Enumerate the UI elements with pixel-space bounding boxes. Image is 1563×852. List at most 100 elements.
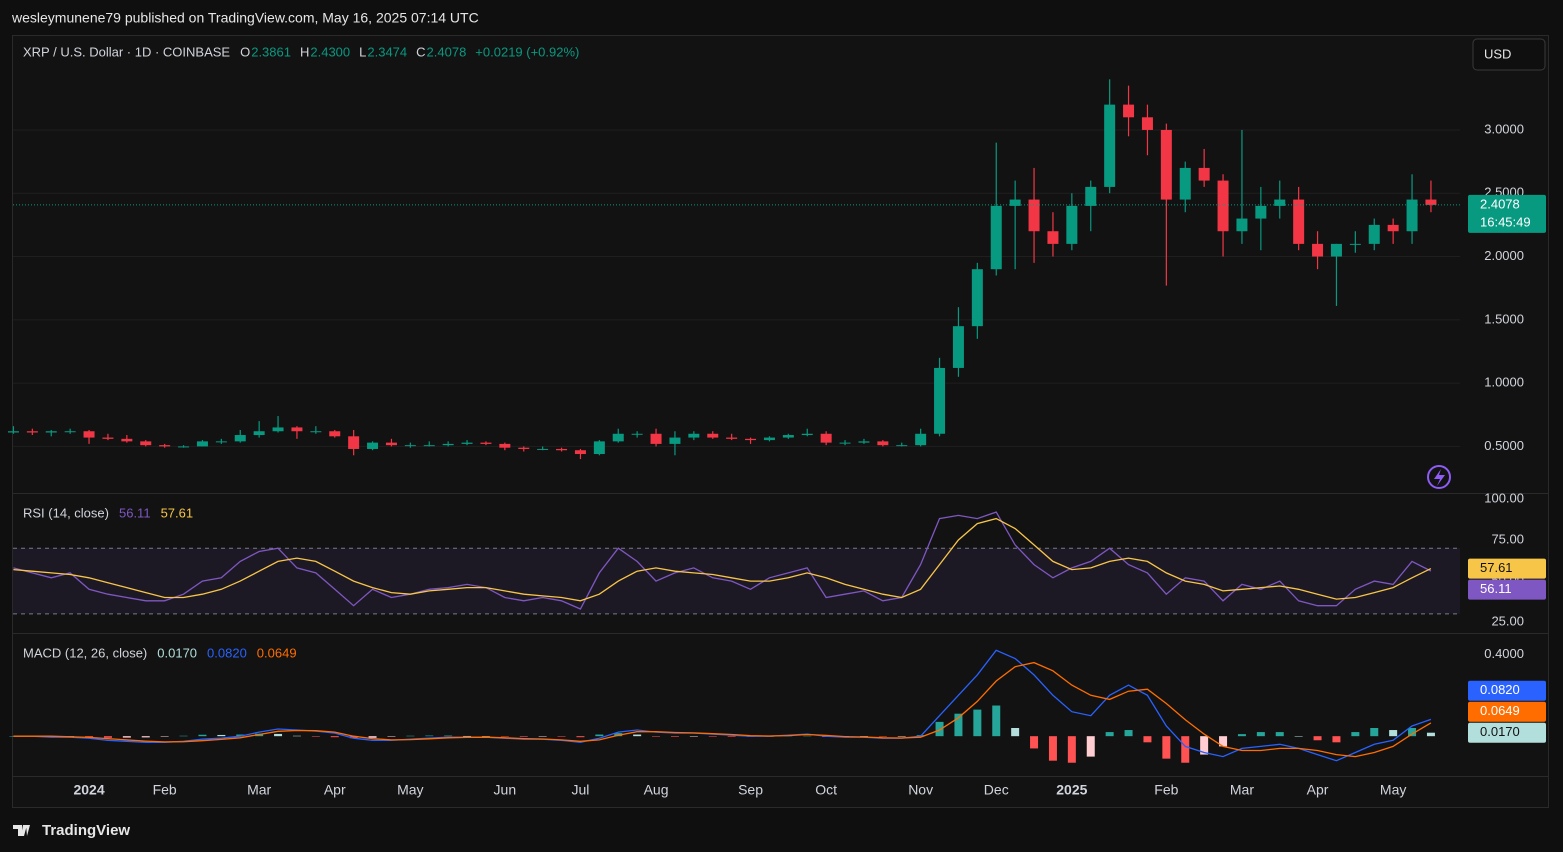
ohlc-key: C	[416, 44, 425, 59]
candle-body	[934, 367, 946, 434]
macd-histogram-bar	[1124, 730, 1133, 737]
ohlc-value: 2.4078	[427, 44, 467, 59]
candle-body	[272, 427, 284, 432]
currency-label: USD	[1484, 46, 1511, 61]
last-price-label: 2.4078	[1480, 196, 1520, 211]
candle-body	[556, 448, 568, 451]
y-tick-label: 0.5000	[1484, 438, 1524, 453]
candle-body	[1179, 167, 1191, 200]
candle-body	[461, 442, 473, 444]
y-tick-label: 75.00	[1491, 531, 1524, 546]
macd-histogram-bar	[1237, 734, 1246, 737]
candle-body	[1047, 231, 1059, 244]
lightning-icon	[1427, 465, 1451, 489]
y-tick-label: 100.00	[1484, 490, 1524, 505]
macd-histogram-bar	[538, 736, 547, 737]
candle-body	[971, 269, 983, 327]
x-tick-label: May	[397, 782, 423, 798]
candle-body	[763, 437, 775, 441]
candle-body	[1425, 199, 1437, 205]
currency-button[interactable]	[1472, 38, 1546, 71]
candle-body	[1349, 243, 1361, 245]
macd-histogram-bar	[1011, 728, 1020, 737]
candle-body	[1009, 199, 1021, 206]
candle-body	[1274, 199, 1286, 206]
countdown-label: 16:45:49	[1480, 214, 1531, 229]
candle-body	[537, 448, 549, 450]
candle-body	[1198, 167, 1210, 181]
footer-brand: TradingView	[42, 822, 130, 839]
last-price-box	[1468, 194, 1546, 233]
y-tick-label: 2.0000	[1484, 248, 1524, 263]
ohlc-key: O	[240, 44, 250, 59]
macd-histogram-bar	[1143, 736, 1152, 743]
candle-body	[745, 438, 757, 441]
macd-histogram-bar	[1200, 736, 1209, 755]
candle-body	[650, 433, 662, 444]
macd-axis-tag: 0.0649	[1480, 703, 1520, 718]
candle-body	[45, 431, 57, 433]
macd-histogram-bar	[935, 721, 944, 737]
macd-histogram-bar	[1030, 736, 1039, 749]
candle-body	[121, 438, 133, 442]
macd-histogram-bar	[160, 736, 169, 737]
macd-histogram-bar	[576, 736, 585, 738]
x-tick-label: 2024	[73, 782, 104, 798]
candle-body	[102, 437, 114, 439]
macd-histogram-bar	[236, 734, 245, 737]
candle-body	[1028, 199, 1040, 232]
macd-histogram-bar	[1275, 732, 1284, 737]
y-tick-label: 3.0000	[1484, 121, 1524, 136]
x-tick-label: Apr	[1307, 782, 1329, 798]
x-tick-label: Jun	[494, 782, 517, 798]
macd-histogram-bar	[122, 736, 131, 738]
macd-histogram-bar	[1408, 728, 1417, 737]
candle-body	[688, 433, 700, 438]
macd-histogram-bar	[992, 705, 1001, 737]
candle-body	[348, 436, 360, 449]
legend-value: 0.0820	[207, 645, 247, 660]
x-tick-label: Jul	[571, 782, 589, 798]
macd-histogram-bar	[973, 709, 982, 737]
candle-body	[574, 450, 586, 455]
candle-body	[1085, 186, 1097, 206]
macd-histogram-bar	[708, 736, 717, 737]
macd-histogram-bar	[1389, 730, 1398, 737]
ohlc-value: 2.3474	[367, 44, 407, 59]
candle-body	[518, 447, 530, 449]
candle-body	[707, 433, 719, 438]
y-tick-label: 0.4000	[1484, 646, 1524, 661]
macd-histogram-bar	[1256, 732, 1265, 737]
macd-histogram-bar	[1162, 736, 1171, 759]
macd-axis-tag: 0.0820	[1480, 682, 1520, 697]
macd-histogram-bar	[500, 736, 509, 737]
pane-title: MACD (12, 26, close)	[23, 645, 147, 660]
macd-histogram-bar	[1294, 736, 1303, 737]
macd-histogram-bar	[727, 736, 736, 737]
macd-histogram-bar	[1426, 732, 1435, 737]
candle-body	[1236, 218, 1248, 232]
x-tick-label: 2025	[1056, 782, 1087, 798]
candle-body	[782, 435, 794, 438]
macd-histogram-bar	[1086, 736, 1095, 757]
candle-body	[178, 446, 190, 448]
macd-histogram-bar	[1351, 732, 1360, 737]
macd-histogram-bar	[652, 736, 661, 737]
candle-body	[1123, 104, 1135, 118]
candle-body	[915, 433, 927, 446]
candle-body	[820, 433, 832, 443]
macd-histogram-bar	[1048, 736, 1057, 761]
candle-body	[593, 441, 605, 455]
candle-body	[7, 431, 19, 433]
macd-histogram-bar	[1219, 736, 1228, 747]
macd-histogram-bar	[198, 734, 207, 737]
candle-body	[1255, 205, 1267, 219]
x-tick-label: Oct	[815, 782, 837, 798]
x-tick-label: Feb	[1154, 782, 1178, 798]
macd-histogram-bar	[689, 736, 698, 737]
macd-histogram-bar	[1370, 728, 1379, 737]
candle-body	[329, 431, 341, 437]
legend-value: 56.11	[119, 505, 151, 520]
x-tick-label: Mar	[247, 782, 271, 798]
